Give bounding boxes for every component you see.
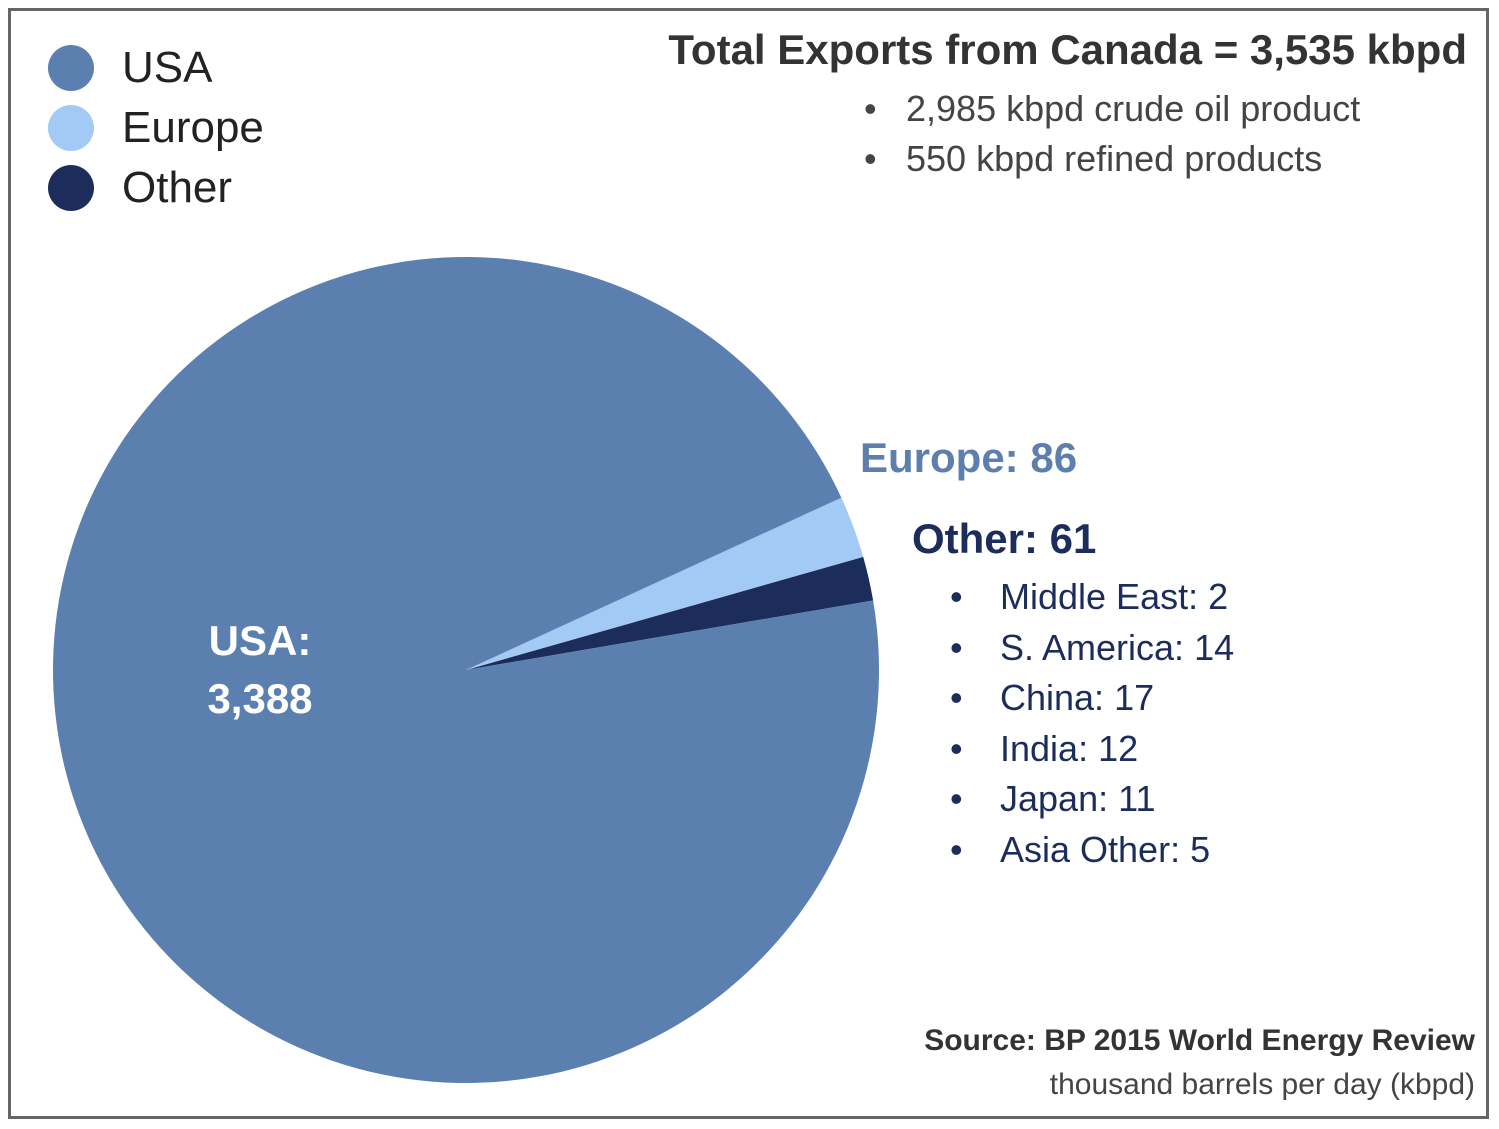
europe-slice-label: Europe: 86 xyxy=(860,434,1078,481)
chart-frame xyxy=(8,8,1489,1119)
other-breakdown-text: India: 12 xyxy=(1000,727,1139,769)
other-breakdown-text: Asia Other: 5 xyxy=(1000,828,1211,870)
legend-item-other: Other xyxy=(48,158,264,218)
export-breakdown-text: 550 kbpd refined products xyxy=(906,138,1323,179)
other-breakdown-item: • India: 12 xyxy=(950,724,1234,775)
other-breakdown-item: • China: 17 xyxy=(950,673,1234,724)
bullet-icon: • xyxy=(864,88,877,129)
other-breakdown-item: • S. America: 14 xyxy=(950,623,1234,674)
legend-swatch-europe xyxy=(48,105,94,151)
bullet-icon: • xyxy=(950,677,963,719)
bullet-icon: • xyxy=(950,828,963,870)
bullet-icon: • xyxy=(864,138,877,179)
other-breakdown-text: Middle East: 2 xyxy=(1000,576,1229,617)
usa-slice-label-name: USA: xyxy=(208,617,312,664)
export-breakdown-item: • 2,985 kbpd crude oil product xyxy=(864,84,1360,134)
export-breakdown-list: • 2,985 kbpd crude oil product • 550 kbpd … xyxy=(864,84,1360,184)
pie-slice-europe xyxy=(466,497,864,670)
bullet-icon: • xyxy=(950,576,963,617)
bullet-icon: • xyxy=(950,626,963,668)
export-breakdown-item: • 550 kbpd refined products xyxy=(864,134,1360,184)
export-breakdown-text: 2,985 kbpd crude oil product xyxy=(906,88,1361,129)
bullet-icon: • xyxy=(950,778,963,820)
legend: USA Europe Other xyxy=(48,38,264,218)
source-note: Source: BP 2015 World Energy Review xyxy=(924,1024,1475,1057)
legend-swatch-other xyxy=(48,165,94,211)
legend-swatch-usa xyxy=(48,45,94,91)
other-breakdown-text: China: 17 xyxy=(1000,677,1155,719)
other-breakdown-list: • Middle East: 2 • S. America: 14 • China: … xyxy=(950,572,1234,876)
other-breakdown-text: Japan: 11 xyxy=(1000,778,1156,820)
bullet-icon: • xyxy=(950,727,963,769)
other-slice-label: Other: 61 xyxy=(912,515,1097,562)
other-breakdown-text: S. America: 14 xyxy=(1000,626,1235,668)
legend-label-usa: USA xyxy=(122,43,213,92)
pie-slice-usa xyxy=(52,256,879,1083)
legend-label-europe: Europe xyxy=(122,103,264,152)
unit-note: thousand barrels per day (kbpd) xyxy=(1049,1068,1475,1101)
usa-slice-label-value: 3,388 xyxy=(207,675,313,722)
usa-slice-label: USA: 3,388 xyxy=(160,612,360,728)
other-breakdown-item: • Asia Other: 5 xyxy=(950,825,1234,876)
legend-item-europe: Europe xyxy=(48,98,264,158)
pie-slice-other xyxy=(466,556,874,670)
legend-label-other: Other xyxy=(122,163,233,212)
legend-item-usa: USA xyxy=(48,38,264,98)
chart-title: Total Exports from Canada = 3,535 kbpd xyxy=(668,26,1467,73)
other-breakdown-item: • Japan: 11 xyxy=(950,774,1234,825)
other-breakdown-item: • Middle East: 2 xyxy=(950,572,1234,623)
